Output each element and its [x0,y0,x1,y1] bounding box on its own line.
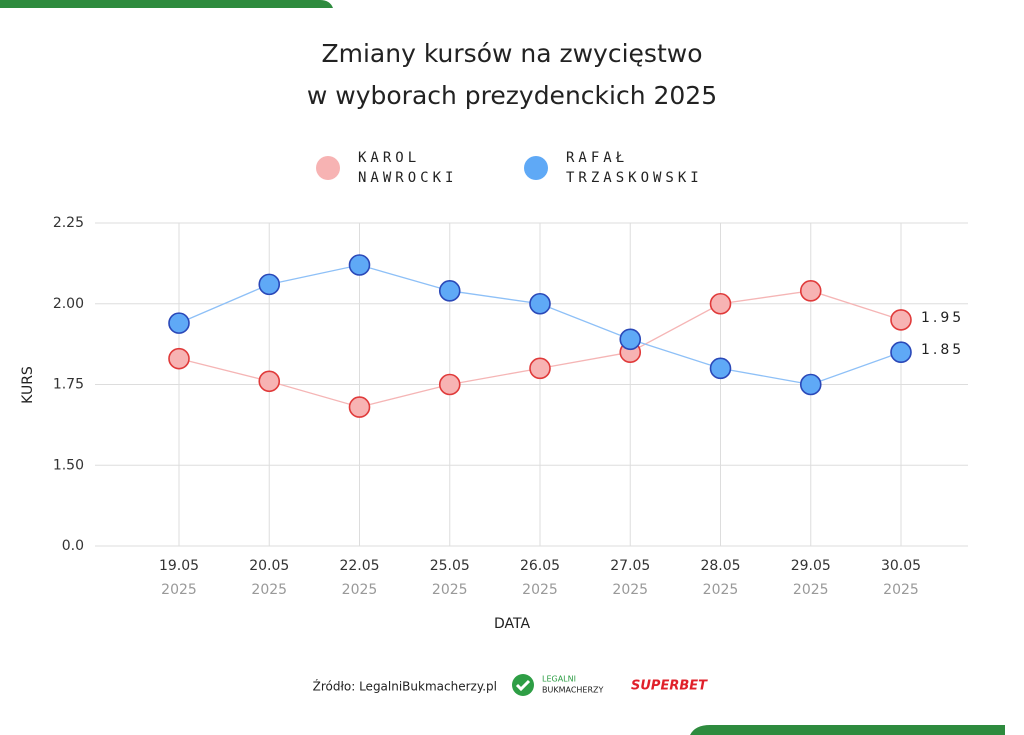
x-tick-sublabel: 2025 [703,582,739,598]
x-tick-label: 22.05 [339,558,379,574]
y-tick-label: 2.25 [53,215,84,231]
x-tick-label: 27.05 [610,558,650,574]
x-tick-sublabel: 2025 [793,582,829,598]
decor-bar [0,0,333,8]
legend-item: RAFAŁ TRZASKOWSKI [524,148,703,188]
y-tick-label: 0.0 [62,538,84,554]
x-tick-label: 29.05 [791,558,831,574]
data-label: 1.85 [921,342,964,358]
logo-text: LEGALNI [542,675,576,684]
x-tick-sublabel: 2025 [251,582,287,598]
logo-icon [515,679,531,692]
x-tick-label: 30.05 [881,558,921,574]
data-point [348,254,371,276]
x-tick-label: 26.05 [520,558,560,574]
decor-bar [690,725,1005,735]
x-tick-label: 20.05 [249,558,289,574]
data-point [438,280,461,302]
y-axis-label: KURS [20,366,36,404]
legend-swatch [524,156,548,180]
x-tick-sublabel: 2025 [612,582,648,598]
x-tick-sublabel: 2025 [342,582,378,598]
data-point [348,396,371,418]
chart-title: w wyborach prezydenckich 2025 [307,81,717,110]
data-label: 1.95 [921,310,964,326]
y-tick-label: 1.75 [53,377,84,393]
legend-label: RAFAŁ TRZASKOWSKI [566,150,703,186]
chart-title: Zmiany kursów na zwycięstwo [322,39,703,68]
legend-swatch [316,156,340,180]
x-axis-label: DATA [494,616,530,632]
data-point [258,370,281,393]
data-point [890,309,912,331]
x-tick-sublabel: 2025 [432,582,468,598]
x-tick-label: 25.05 [430,558,470,574]
y-tick-label: 1.50 [53,457,84,473]
data-point [709,357,732,380]
data-point [168,312,190,334]
logo-text: SUPERBET [631,679,708,694]
data-point [709,292,732,315]
data-point [799,373,822,396]
x-tick-sublabel: 2025 [161,582,197,598]
data-point [890,341,912,364]
x-tick-label: 19.05 [159,558,199,574]
logo-text: BUKMACHERZY [542,686,604,695]
y-tick-label: 2.00 [53,296,84,312]
source: Źródło: LegalniBukmacherzy.pl [313,679,497,694]
data-point [168,347,190,370]
x-tick-sublabel: 2025 [522,582,558,598]
data-point [438,373,461,396]
legend-item: KAROL NAWROCKI [316,148,468,188]
data-point [529,292,551,315]
data-point [799,280,822,302]
x-tick-label: 28.05 [700,558,740,574]
data-point [529,357,551,380]
data-point [619,328,642,351]
data-point [258,273,281,296]
x-tick-sublabel: 2025 [883,582,919,598]
legend-label: KAROL NAWROCKI [358,150,458,186]
